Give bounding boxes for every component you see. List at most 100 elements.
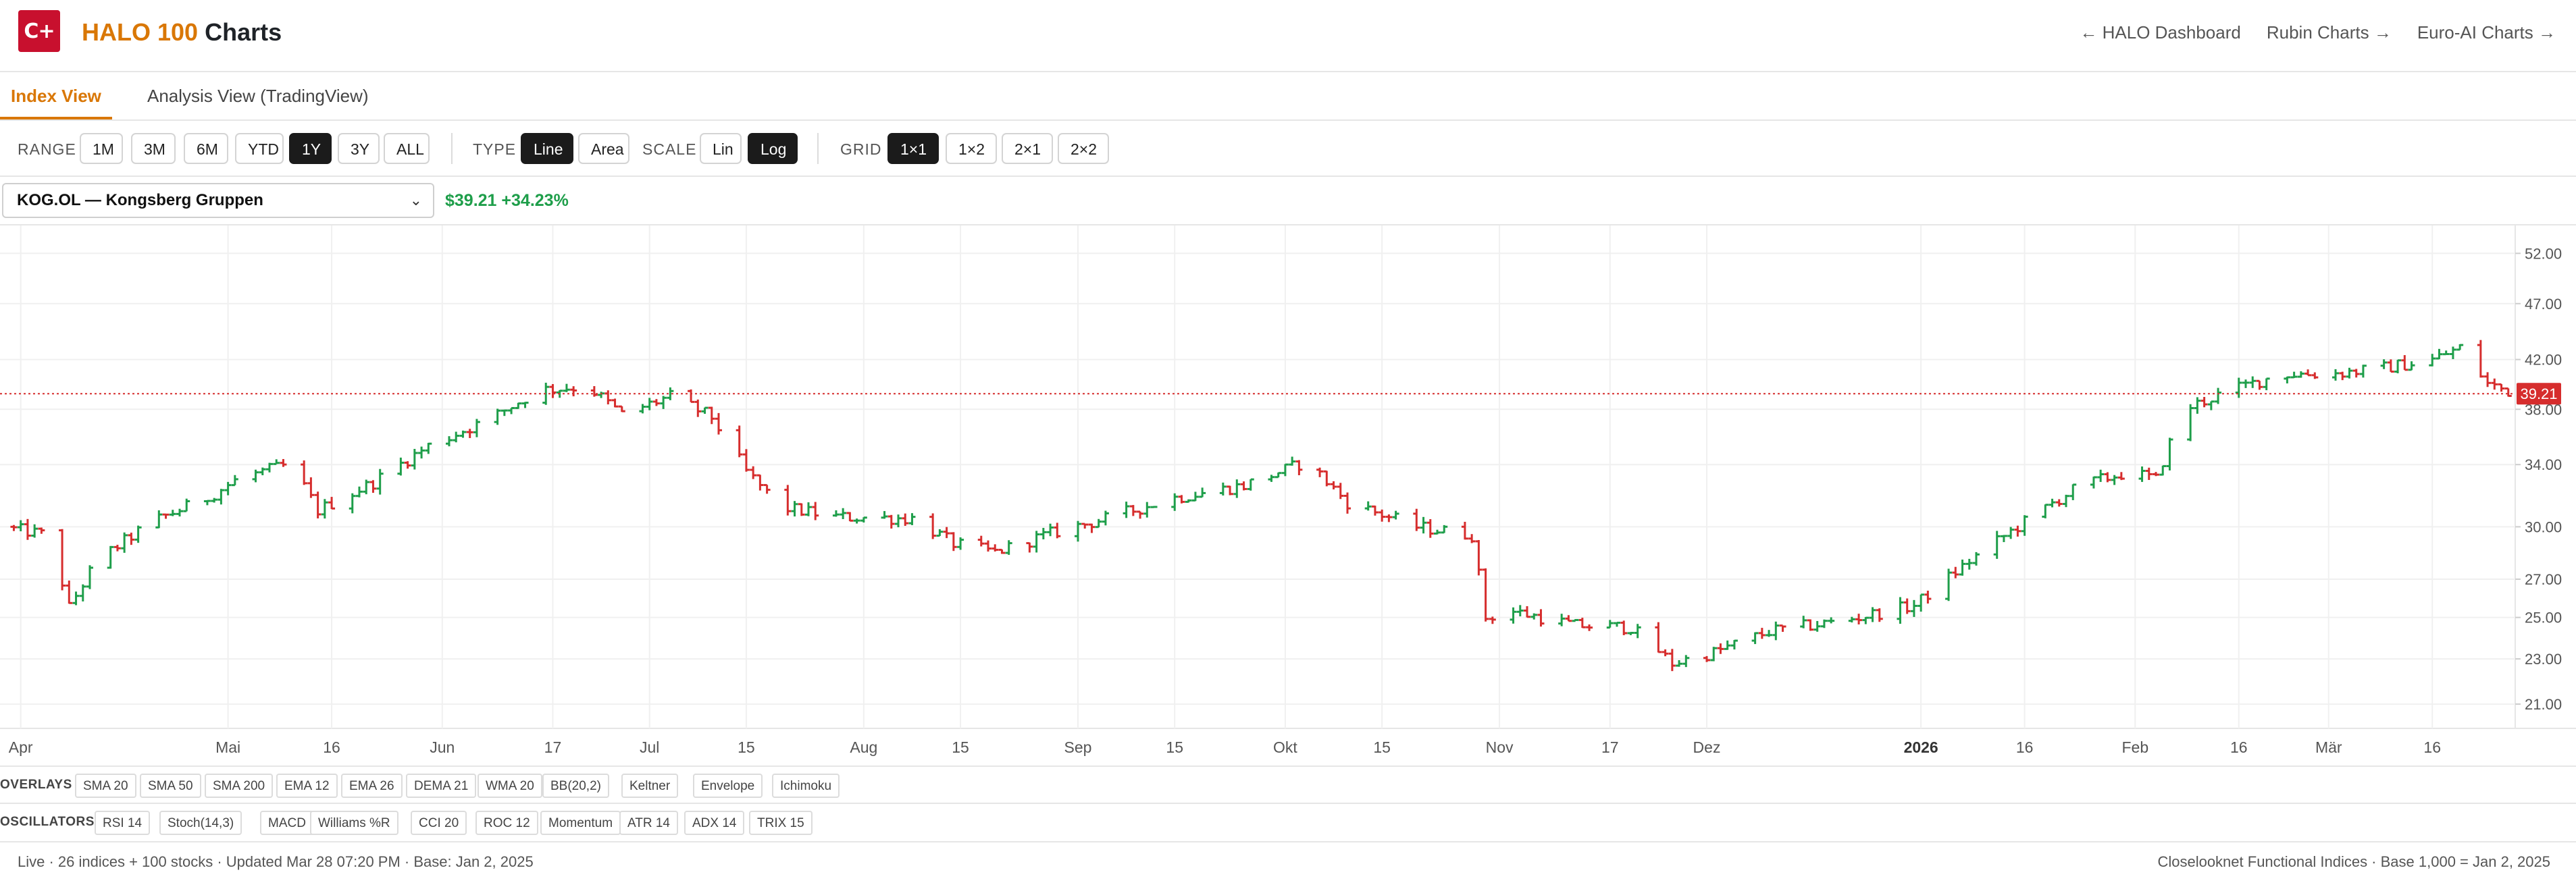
ohlc-bar (1489, 616, 1496, 624)
ohlc-bar (1143, 502, 1151, 518)
overlay-chip-ema-26[interactable]: EMA 26 (341, 774, 403, 798)
overlay-chip-bb-20-2[interactable]: BB(20,2) (542, 774, 609, 798)
overlay-chip-ema-12[interactable]: EMA 12 (276, 774, 338, 798)
ohlc-bar (259, 467, 266, 476)
scale-lin-button[interactable]: Lin (700, 133, 742, 164)
ohlc-bar (750, 466, 757, 479)
app-header: C+ HALO 100 Charts ← HALO Dashboard Rubi… (0, 0, 2576, 72)
chart-svg[interactable]: 21.0023.0025.0027.0030.0034.0038.0042.00… (0, 225, 2576, 765)
overlay-chip-ichimoku[interactable]: Ichimoku (772, 774, 840, 798)
ohlc-bar (128, 533, 135, 545)
ohlc-bar (1668, 649, 1676, 672)
ohlc-bar (363, 479, 370, 495)
ohlc-bar (1800, 616, 1807, 628)
ohlc-bar (763, 484, 771, 494)
ohlc-bar (508, 406, 515, 414)
ohlc-bar (950, 532, 957, 552)
ohlc-bar (79, 584, 86, 601)
symbol-select[interactable]: KOG.OL — Kongsberg Gruppen ⌄ (2, 183, 434, 218)
ohlc-bar (349, 493, 356, 514)
tab-index-view[interactable]: Index View (0, 72, 112, 119)
ohlc-bar (1952, 566, 1959, 579)
overlay-chip-envelope[interactable]: Envelope (693, 774, 763, 798)
ohlc-bar (2007, 527, 2015, 539)
oscillator-chip-adx-14[interactable]: ADX 14 (684, 811, 745, 835)
ohlc-bar (2104, 472, 2111, 483)
oscillator-chip-rsi-14[interactable]: RSI 14 (95, 811, 151, 835)
grid-2x2-button[interactable]: 2×2 (1058, 133, 1109, 164)
overlay-chip-keltner[interactable]: Keltner (621, 774, 679, 798)
range-all-button[interactable]: ALL (384, 133, 430, 164)
ohlc-bar (2145, 467, 2153, 481)
ohlc-bar (1323, 470, 1331, 487)
oscillator-chip-momentum[interactable]: Momentum (540, 811, 621, 835)
oscillator-chip-stoch-14-3[interactable]: Stoch(14,3) (159, 811, 242, 835)
type-area-button[interactable]: Area (578, 133, 629, 164)
ohlc-bar (701, 406, 709, 414)
ohlc-bar (881, 511, 888, 519)
oscillator-chip-macd[interactable]: MACD (260, 811, 314, 835)
ohlc-bar (832, 510, 840, 517)
link-rubin-charts[interactable]: Rubin Charts → (2266, 22, 2392, 43)
ohlc-bar (840, 508, 847, 519)
overlay-chip-sma-200[interactable]: SMA 200 (205, 774, 274, 798)
ohlc-bar (224, 481, 232, 495)
ohlc-bar (1813, 620, 1821, 632)
range-1m-button[interactable]: 1M (80, 133, 123, 164)
ohlc-bar (176, 508, 183, 517)
ohlc-bar (1537, 609, 1545, 627)
ohlc-bar (183, 498, 190, 512)
link-halo-dashboard[interactable]: ← HALO Dashboard (2080, 22, 2241, 43)
ohlc-bar (252, 469, 259, 483)
link-euro-ai-charts[interactable]: Euro-AI Charts → (2417, 22, 2556, 43)
overlay-chip-wma-20[interactable]: WMA 20 (478, 774, 542, 798)
ohlc-bar (2339, 371, 2346, 381)
ohlc-bar (1606, 620, 1614, 629)
range-3y-button[interactable]: 3Y (338, 133, 380, 164)
oscillator-chip-williams-r[interactable]: Williams %R (310, 811, 398, 835)
ohlc-bar (660, 396, 667, 409)
ohlc-bar (1530, 613, 1538, 620)
ohlc-bar (2387, 359, 2394, 373)
x-tick-label: 15 (952, 738, 969, 756)
ohlc-bar (1461, 522, 1468, 540)
grid-2x1-button[interactable]: 2×1 (1002, 133, 1053, 164)
range-ytd-button[interactable]: YTD (235, 133, 284, 164)
ohlc-bar (1482, 568, 1489, 622)
range-6m-button[interactable]: 6M (184, 133, 228, 164)
range-1y-button[interactable]: 1Y (289, 133, 332, 164)
scale-log-button[interactable]: Log (748, 133, 798, 164)
ohlc-bar (708, 406, 715, 425)
overlay-chip-sma-50[interactable]: SMA 50 (140, 774, 201, 798)
y-tick-label: 52.00 (2525, 245, 2562, 262)
ohlc-bar (1295, 460, 1303, 476)
ohlc-bar (356, 486, 363, 498)
app-logo[interactable]: C+ (18, 10, 60, 52)
ohlc-bar (1219, 482, 1227, 496)
ohlc-bar (1565, 615, 1572, 622)
overlay-chip-sma-20[interactable]: SMA 20 (75, 774, 136, 798)
type-line-button[interactable]: Line (521, 133, 573, 164)
ohlc-bar (812, 502, 819, 520)
oscillator-chip-cci-20[interactable]: CCI 20 (411, 811, 467, 835)
ohlc-bar (791, 501, 798, 517)
oscillator-chip-trix-15[interactable]: TRIX 15 (749, 811, 813, 835)
grid-1x1-button[interactable]: 1×1 (887, 133, 939, 164)
oscillator-chip-roc-12[interactable]: ROC 12 (475, 811, 538, 835)
overlay-chip-dema-21[interactable]: DEMA 21 (406, 774, 477, 798)
ohlc-bar (2042, 504, 2049, 518)
range-3m-button[interactable]: 3M (131, 133, 176, 164)
ohlc-bar (2346, 367, 2353, 379)
ohlc-bar (957, 537, 964, 550)
ohlc-bar (2456, 344, 2464, 351)
price-chart[interactable]: 21.00 23.00 25.00 27.00 30.00 34.00 38.00 42.00… (0, 225, 2576, 765)
x-tick-label: Sep (1064, 738, 1092, 756)
x-tick-label: Dez (1693, 738, 1721, 756)
x-tick-label: Jun (430, 738, 455, 756)
oscillator-chip-atr-14[interactable]: ATR 14 (619, 811, 679, 835)
grid-1x2-button[interactable]: 1×2 (946, 133, 997, 164)
ohlc-bar (1558, 614, 1566, 626)
ohlc-bar (1191, 491, 1199, 502)
tab-analysis-view[interactable]: Analysis View (TradingView) (147, 86, 369, 106)
x-tick-label: 16 (2016, 738, 2034, 756)
